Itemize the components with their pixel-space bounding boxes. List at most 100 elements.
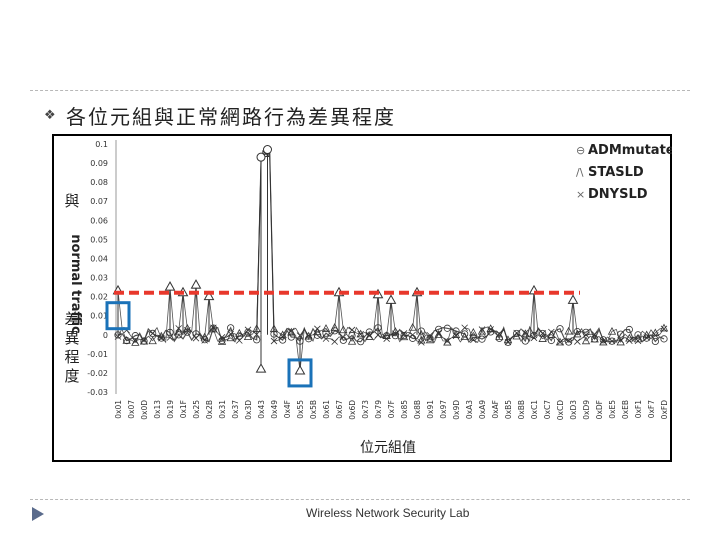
spike-triangle — [567, 294, 579, 304]
marker-triangle — [148, 336, 157, 345]
x-tick-label: 0x9D — [452, 400, 461, 420]
y-tick-label: 0.03 — [90, 274, 108, 283]
marker-x — [201, 337, 208, 344]
marker-x — [348, 326, 356, 334]
y-tick-label: 0.05 — [90, 235, 108, 244]
marker-circle — [400, 331, 408, 340]
marker-x — [227, 330, 234, 338]
x-tick-label: 0x49 — [270, 400, 279, 419]
spike-triangle — [203, 290, 215, 301]
marker-triangle — [607, 326, 617, 335]
marker-x — [582, 331, 590, 339]
x-ticks: 0x01 0x07 0x0D 0x13 0x19 0x1F 0x25 0x2B 0x31 0x37… — [114, 400, 669, 420]
x-tick-label: 0x67 — [335, 400, 344, 419]
marker-x — [279, 333, 286, 340]
x-tick-label: 0x01 — [114, 400, 123, 419]
y-label-part: 度 — [64, 367, 79, 385]
marker-x — [132, 337, 139, 345]
x-tick-label: 0x85 — [400, 400, 409, 419]
marker-triangle — [304, 331, 313, 340]
marker-triangle — [217, 337, 227, 345]
marker-x — [218, 334, 226, 341]
marker-x — [400, 330, 408, 337]
marker-circle — [573, 328, 581, 336]
marker-triangle — [139, 336, 149, 345]
x-tick-label: 0x73 — [361, 400, 370, 419]
x-tick-label: 0x1F — [179, 400, 188, 418]
marker-x — [175, 325, 182, 332]
marker-triangle — [521, 329, 530, 338]
marker-x — [426, 332, 434, 339]
x-tick-label: 0xCD — [556, 400, 565, 420]
marker-x — [444, 337, 451, 345]
y-tick-label: -0.02 — [87, 369, 108, 378]
top-divider — [30, 90, 690, 91]
marker-x — [435, 329, 442, 337]
y-label-part: 差 — [64, 310, 79, 328]
marker-circle — [357, 338, 365, 346]
x-tick-label: 0x37 — [231, 400, 240, 419]
marker-x — [288, 327, 295, 335]
marker-triangle — [495, 332, 504, 340]
marker-x — [634, 337, 642, 345]
y-tick-label: 0.07 — [90, 197, 108, 206]
x-tick-label: 0xB5 — [504, 400, 513, 419]
x-tick-label: 0xE5 — [608, 400, 617, 419]
y-tick-label: 0.01 — [90, 312, 108, 321]
marker-x — [660, 325, 668, 333]
marker-x — [496, 330, 503, 337]
marker-triangle — [209, 324, 218, 333]
marker-circle — [625, 325, 633, 334]
highlight-box — [105, 301, 131, 331]
marker-circle — [253, 336, 261, 344]
y-tick-label: 0.1 — [95, 140, 108, 149]
x-tick-label: 0x6D — [348, 400, 357, 420]
x-tick-label: 0xBB — [517, 400, 526, 420]
marker-x — [608, 337, 616, 345]
marker-x — [470, 336, 477, 344]
marker-triangle — [243, 332, 253, 341]
marker-triangle — [252, 324, 261, 332]
x-tick-label: 0x13 — [153, 400, 162, 419]
x-tick-label: 0xC7 — [543, 400, 552, 419]
legend-label: STASLD — [588, 165, 644, 180]
marker-circle — [443, 324, 451, 332]
marker-x — [383, 335, 390, 342]
marker-x — [158, 334, 165, 342]
marker-triangle — [486, 324, 495, 332]
y-tick-label: 0.04 — [90, 254, 108, 263]
marker-triangle — [425, 335, 435, 344]
marker-triangle — [122, 335, 131, 344]
marker-triangle — [131, 338, 140, 346]
marker-x — [409, 331, 416, 339]
marker-triangle — [235, 328, 244, 337]
x-tick-label: 0x19 — [166, 400, 175, 419]
marker-triangle — [434, 330, 443, 338]
marker-triangle — [469, 328, 478, 336]
x-tick-label: 0x5B — [309, 400, 318, 419]
marker-circle — [660, 335, 668, 343]
marker-circle — [391, 332, 399, 340]
y-tick-label: -0.01 — [87, 350, 108, 359]
legend-marker-x: × — [576, 188, 585, 201]
chart-frame: 與 normal traffic 差異程度 0.1 0.09 0.08 0.07 0.06 0… — [52, 134, 675, 462]
footer-arrow-icon — [32, 507, 44, 521]
x-tick-label: 0x97 — [439, 400, 448, 419]
marker-triangle — [347, 336, 357, 345]
marker-triangle — [321, 324, 331, 332]
marker-triangle — [313, 327, 322, 336]
marker-circle — [582, 328, 590, 336]
marker-triangle — [365, 332, 374, 340]
x-tick-label: 0x8B — [413, 400, 422, 419]
y-tick-label: 0 — [103, 331, 108, 340]
x-tick-label: 0xD3 — [569, 400, 578, 420]
marker-triangle — [269, 324, 279, 333]
x-tick-label: 0xA3 — [465, 400, 474, 419]
marker-x — [452, 332, 460, 340]
marker-x — [626, 337, 633, 344]
footer-text: Wireless Network Security Lab — [306, 506, 470, 520]
marker-triangle — [174, 326, 183, 335]
x-tick-label: 0x91 — [426, 400, 435, 419]
marker-circle — [608, 337, 616, 345]
